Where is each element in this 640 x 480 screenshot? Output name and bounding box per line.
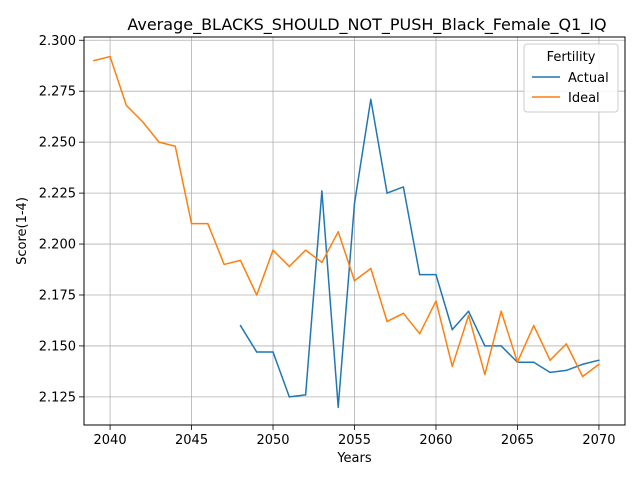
x-tick-label: 2065: [501, 433, 534, 448]
series-lines: [93, 55, 600, 408]
data-point-ideal: [141, 121, 144, 123]
data-point-actual: [353, 202, 356, 205]
data-point-actual: [288, 396, 291, 398]
data-point-actual: [484, 345, 486, 347]
axis-ticks: 2040 2045 2050 2055 2060 2065 2070 2.125 2.150 2.…: [39, 34, 616, 448]
data-point-ideal: [549, 359, 551, 361]
y-tick-label: 2.275: [39, 85, 76, 100]
legend-label-actual: Actual: [568, 71, 609, 86]
data-point-ideal: [255, 294, 258, 296]
series-line-ideal: [93, 55, 600, 378]
data-point-ideal: [288, 265, 291, 268]
legend-title: Fertility: [547, 50, 596, 65]
x-axis-label: Years: [336, 451, 372, 466]
data-point-ideal: [158, 141, 160, 143]
data-point-ideal: [402, 312, 405, 315]
data-point-actual: [598, 359, 600, 361]
data-point-ideal: [304, 249, 307, 251]
data-point-ideal: [467, 314, 470, 317]
data-point-actual: [321, 190, 323, 192]
y-axis-label: Score(1-4): [15, 197, 30, 265]
grid: [84, 37, 625, 425]
data-point-ideal: [500, 310, 502, 313]
data-point-ideal: [125, 104, 128, 107]
data-point-ideal: [272, 249, 274, 251]
data-point-ideal: [451, 365, 454, 368]
data-point-actual: [386, 192, 388, 194]
data-point-ideal: [223, 263, 225, 266]
data-point-actual: [549, 371, 551, 374]
data-point-actual: [370, 98, 372, 101]
data-point-actual: [337, 406, 339, 408]
data-point-actual: [272, 351, 274, 353]
x-tick-label: 2055: [338, 433, 371, 448]
data-point-ideal: [532, 324, 535, 327]
data-point-ideal: [207, 222, 209, 225]
data-point-actual: [500, 345, 502, 347]
x-tick-label: 2070: [582, 433, 615, 448]
data-point-ideal: [337, 231, 339, 233]
legend-box: [523, 43, 619, 113]
data-point-ideal: [370, 267, 372, 270]
data-point-actual: [255, 351, 258, 353]
data-point-ideal: [190, 222, 193, 225]
legend: Fertility Actual Ideal: [523, 43, 619, 113]
chart-title: Average_BLACKS_SHOULD_NOT_PUSH_Black_Fem…: [127, 15, 606, 35]
data-point-actual: [467, 310, 470, 313]
data-point-actual: [565, 369, 568, 372]
y-tick-label: 2.150: [39, 339, 76, 354]
data-point-ideal: [174, 145, 177, 147]
data-point-ideal: [581, 375, 584, 378]
y-tick-label: 2.250: [39, 136, 76, 151]
y-tick-label: 2.125: [39, 390, 76, 405]
data-point-ideal: [484, 373, 486, 376]
data-point-actual: [532, 361, 535, 363]
y-tick-label: 2.225: [39, 187, 76, 202]
data-point-actual: [435, 273, 437, 276]
data-point-ideal: [565, 343, 568, 345]
data-point-ideal: [109, 55, 111, 58]
x-tick-label: 2040: [94, 433, 127, 448]
x-tick-label: 2045: [175, 433, 208, 448]
x-tick-label: 2060: [419, 433, 452, 448]
data-point-actual: [304, 394, 307, 396]
y-tick-label: 2.300: [39, 34, 76, 49]
data-point-ideal: [386, 320, 388, 323]
data-point-ideal: [516, 361, 519, 363]
data-point-ideal: [353, 279, 356, 282]
data-point-ideal: [418, 332, 421, 335]
data-point-actual: [239, 324, 242, 327]
legend-label-ideal: Ideal: [568, 91, 600, 106]
y-tick-label: 2.200: [39, 238, 76, 253]
data-point-actual: [418, 273, 421, 276]
data-point-ideal: [93, 59, 95, 62]
data-point-ideal: [321, 261, 323, 264]
x-tick-label: 2050: [256, 433, 289, 448]
data-point-ideal: [239, 259, 242, 262]
data-point-ideal: [435, 300, 437, 302]
data-point-ideal: [598, 363, 600, 366]
y-tick-label: 2.175: [39, 288, 76, 303]
data-point-actual: [451, 328, 454, 331]
data-point-actual: [402, 186, 405, 188]
data-point-actual: [581, 363, 584, 366]
